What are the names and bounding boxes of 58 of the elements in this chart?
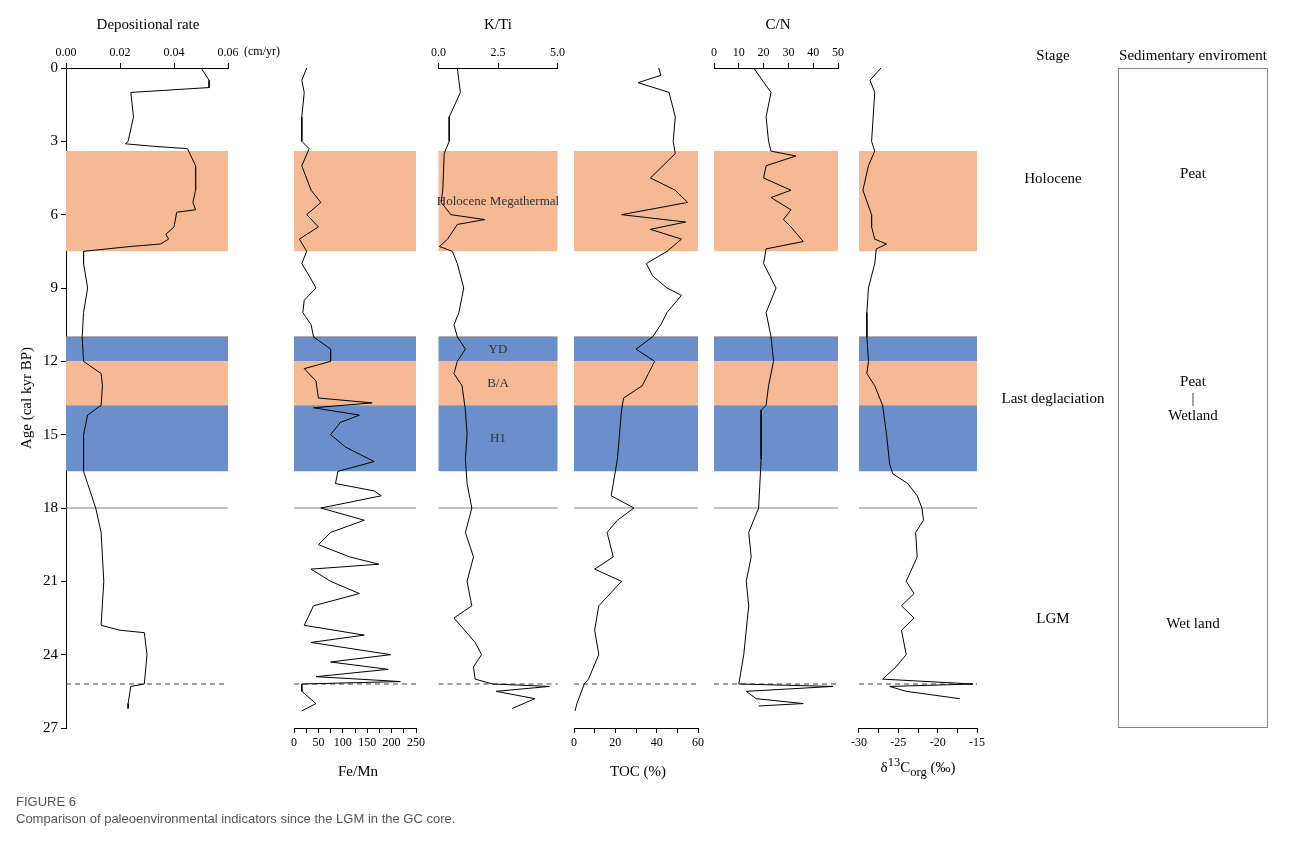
y-tick-label: 6 (50, 205, 59, 222)
x-tick-label: 0.06 (217, 44, 239, 59)
x-tick-label: 30 (782, 44, 795, 59)
y-tick-label: 0 (50, 58, 58, 75)
x-tick-label: 50 (832, 44, 844, 59)
category-label: Wet land (1166, 614, 1220, 632)
y-tick-label: 27 (43, 718, 59, 735)
x-tick-label: 0.04 (163, 44, 185, 59)
y-tick-label: 21 (43, 572, 58, 589)
x-tick-label: 0 (291, 735, 297, 750)
x-tick-label: 40 (650, 735, 663, 750)
x-tick-label: 250 (407, 735, 425, 750)
x-tick-label: 0.0 (431, 44, 446, 59)
y-tick-label: 9 (50, 278, 58, 295)
text: Stage (1036, 47, 1070, 64)
x-axis-title: K/Ti (483, 16, 513, 33)
band-label: H1 (490, 429, 506, 445)
x-axis-title: TOC (%) (609, 763, 667, 780)
x-tick-label: 10 (732, 44, 745, 59)
text: Comparison of paleoenvironmental indicators since the LGM in the GC core. (16, 811, 456, 826)
x-axis-title: C/N (764, 16, 792, 33)
x-tick-label: 0 (711, 44, 717, 59)
caption: FIGURE 6 (16, 794, 77, 809)
x-tick-label: 50 (312, 735, 325, 750)
y-tick-label: 3 (50, 132, 58, 149)
x-tick-label: 100 (333, 735, 352, 750)
x-tick-label: -20 (929, 735, 946, 750)
x-tick-label: 5.0 (550, 44, 565, 59)
band-label: B/A (487, 374, 510, 390)
x-tick-label: 0 (571, 735, 577, 750)
x-axis-title: δ$^{13}$C$_{org}$ (‰) (879, 755, 957, 780)
category-label: Peat (1180, 164, 1206, 182)
y-tick-label: 18 (43, 498, 58, 515)
category-label: Peat | Wetland (1168, 372, 1218, 424)
y-tick-label: 12 (43, 352, 58, 369)
band-label: YD (488, 340, 508, 356)
x-axis-title: Depositional rate (95, 16, 201, 33)
x-tick-label: 0.00 (55, 44, 77, 59)
x-tick-label: -15 (969, 735, 985, 750)
text: (cm/yr) (244, 44, 280, 58)
x-axis-title: Fe/Mn (337, 763, 379, 780)
text: Sedimentary enviroment (1119, 47, 1267, 64)
y-tick-label: 15 (43, 425, 58, 442)
y-tick-label: 24 (43, 645, 59, 662)
x-tick-label: 0.02 (109, 44, 131, 59)
x-tick-label: 20 (757, 44, 770, 59)
x-tick-label: -25 (890, 735, 907, 750)
x-tick-label: 150 (358, 735, 377, 750)
category-label: Holocene (1024, 169, 1082, 187)
category-label: Last deglaciation (1001, 389, 1105, 407)
category-label: LGM (1036, 609, 1070, 627)
x-tick-label: 200 (382, 735, 401, 750)
x-tick-label: 60 (692, 735, 704, 750)
x-tick-label: -30 (851, 735, 867, 750)
x-tick-label: 2.5 (490, 44, 506, 59)
y-axis-title: Age (cal kyr BP) (17, 346, 35, 450)
x-tick-label: 20 (609, 735, 622, 750)
x-tick-label: 40 (807, 44, 820, 59)
